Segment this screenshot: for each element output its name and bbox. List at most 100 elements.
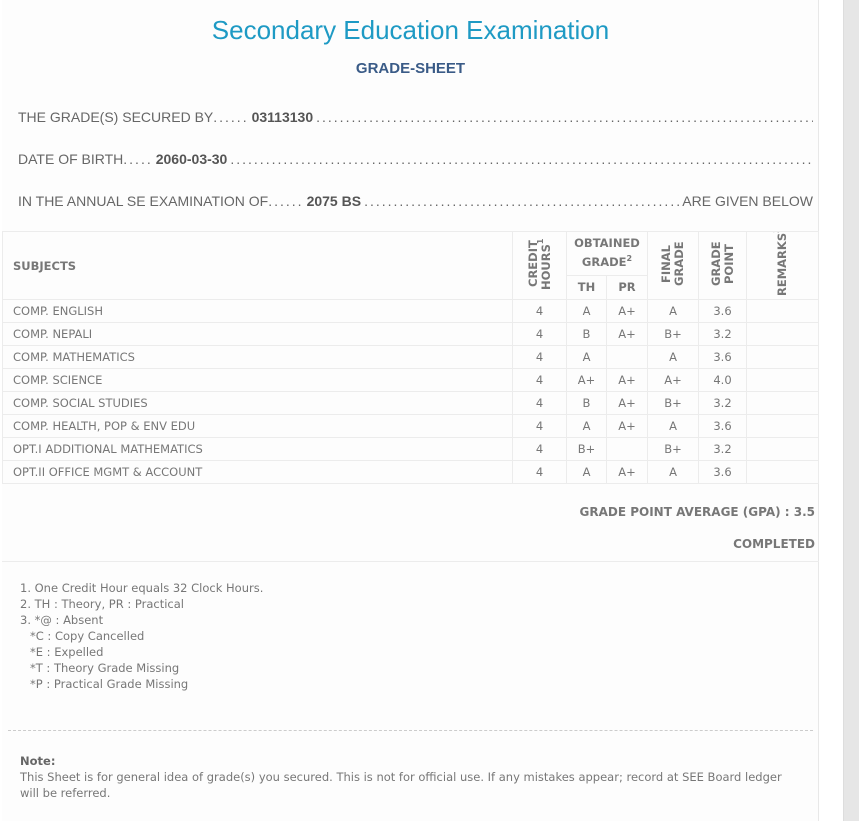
cell-remarks <box>746 345 819 369</box>
leader-dots: ........................................… <box>364 193 683 209</box>
header-final-grade: FINAL GRADE <box>647 231 700 300</box>
footnotes: 1. One Credit Hour equals 32 Clock Hours… <box>2 580 819 692</box>
cell-remarks <box>746 322 819 346</box>
gpa: GRADE POINT AVERAGE (GPA) : 3.5 <box>579 505 816 519</box>
dob-label: DATE OF BIRTH <box>18 151 124 167</box>
table-row: COMP. MATHEMATICS 4 A A 3.6 <box>2 345 819 369</box>
cell-th: A <box>566 414 607 438</box>
footnote: 3. *@ : Absent <box>20 613 104 627</box>
cell-gp: 3.2 <box>698 391 748 415</box>
cell-subject: COMP. NEPALI <box>2 322 513 346</box>
cell-pr: A+ <box>605 322 649 346</box>
cell-final: A <box>647 414 700 438</box>
cell-th: A <box>566 460 607 484</box>
cell-pr: A+ <box>605 391 649 415</box>
grades-table: SUBJECTS CREDIT HOURS1 OBTAINED GRADE2 F… <box>2 231 819 484</box>
note: Note: This Sheet is for general idea of … <box>2 753 802 801</box>
exam-label: IN THE ANNUAL SE EXAMINATION OF <box>18 193 269 209</box>
cell-subject: COMP. ENGLISH <box>2 299 513 323</box>
page-title: Secondary Education Examination <box>211 15 610 45</box>
cell-final: B+ <box>647 437 700 461</box>
cell-gp: 3.2 <box>698 437 748 461</box>
table-row: OPT.II OFFICE MGMT & ACCOUNT 4 A A+ A 3.6 <box>2 460 819 484</box>
cell-credit: 4 <box>512 460 567 484</box>
cell-th: A <box>566 299 607 323</box>
cell-final: A+ <box>647 368 700 392</box>
header-grade-point: GRADE POINT <box>698 231 748 300</box>
leader-dots: ...... <box>268 193 304 209</box>
results-section: SUBJECTS CREDIT HOURS1 OBTAINED GRADE2 F… <box>2 231 819 801</box>
cell-th: A+ <box>566 368 607 392</box>
header-credit-hours: CREDIT HOURS1 <box>512 231 567 300</box>
header-subjects: SUBJECTS <box>2 231 513 300</box>
footnote-code: *C : Copy Cancelled <box>30 629 145 643</box>
divider <box>2 561 819 562</box>
cell-pr <box>605 437 649 461</box>
page-subtitle: GRADE-SHEET <box>355 60 466 77</box>
cell-credit: 4 <box>512 414 567 438</box>
cell-credit: 4 <box>512 437 567 461</box>
cell-credit: 4 <box>512 345 567 369</box>
secured-by-label: THE GRADE(S) SECURED BY <box>18 109 214 125</box>
header-obtained-grade: OBTAINED GRADE2 <box>565 231 649 276</box>
leader-dots: ...... <box>213 109 249 125</box>
cell-final: B+ <box>647 391 700 415</box>
cell-final: A <box>647 460 700 484</box>
cell-remarks <box>746 460 819 484</box>
cell-subject: OPT.II OFFICE MGMT & ACCOUNT <box>2 460 513 484</box>
exam-suffix: ARE GIVEN BELOW <box>682 193 813 209</box>
note-label: Note: <box>20 754 56 768</box>
cell-subject: COMP. MATHEMATICS <box>2 345 513 369</box>
cell-th: B <box>566 322 607 346</box>
cell-remarks <box>746 368 819 392</box>
result-status: COMPLETED <box>733 537 815 551</box>
cell-credit: 4 <box>512 299 567 323</box>
cell-th: A <box>566 345 607 369</box>
exam-line: IN THE ANNUAL SE EXAMINATION OF ...... 20… <box>18 193 813 209</box>
symbol-number: 03113130 <box>251 109 314 125</box>
table-row: COMP. SCIENCE 4 A+ A+ A+ 4.0 <box>2 368 819 392</box>
header-pr: PR <box>605 274 649 301</box>
cell-gp: 3.6 <box>698 414 748 438</box>
cell-final: A <box>647 345 700 369</box>
footnote: 1. One Credit Hour equals 32 Clock Hours… <box>20 581 264 595</box>
cell-subject: COMP. SCIENCE <box>2 368 513 392</box>
footnote-code: *P : Practical Grade Missing <box>30 677 189 691</box>
cell-gp: 3.6 <box>698 460 748 484</box>
cell-subject: COMP. HEALTH, POP & ENV EDU <box>2 414 513 438</box>
cell-gp: 3.2 <box>698 322 748 346</box>
cell-gp: 4.0 <box>698 368 748 392</box>
dob-value: 2060-03-30 <box>155 151 228 167</box>
footnote-code: *E : Expelled <box>30 645 104 659</box>
note-text: This Sheet is for general idea of grade(… <box>20 770 782 800</box>
leader-dots: ........................................… <box>230 151 813 167</box>
cell-gp: 3.6 <box>698 299 748 323</box>
cell-remarks <box>746 414 819 438</box>
cell-subject: COMP. SOCIAL STUDIES <box>2 391 513 415</box>
dob-line: DATE OF BIRTH ..... 2060-03-30...........… <box>18 151 813 167</box>
leader-dots: ..... <box>123 151 153 167</box>
table-row: COMP. ENGLISH 4 A A+ A 3.6 <box>2 299 819 323</box>
cell-pr: A+ <box>605 368 649 392</box>
cell-final: B+ <box>647 322 700 346</box>
cell-pr <box>605 345 649 369</box>
cell-final: A <box>647 299 700 323</box>
table-row: COMP. SOCIAL STUDIES 4 B A+ B+ 3.2 <box>2 391 819 415</box>
cell-credit: 4 <box>512 391 567 415</box>
cell-gp: 3.6 <box>698 345 748 369</box>
scrollbar[interactable] <box>843 0 859 821</box>
table-row: OPT.I ADDITIONAL MATHEMATICS 4 B+ B+ 3.2 <box>2 437 819 461</box>
cell-pr: A+ <box>605 460 649 484</box>
cell-pr: A+ <box>605 414 649 438</box>
leader-dots: ........................................… <box>316 109 813 125</box>
footnote-code: *T : Theory Grade Missing <box>30 661 180 675</box>
cell-credit: 4 <box>512 322 567 346</box>
header-remarks: REMARKS3 <box>746 231 819 300</box>
table-row: COMP. NEPALI 4 B A+ B+ 3.2 <box>2 322 819 346</box>
dashed-divider <box>8 730 813 731</box>
cell-remarks <box>746 299 819 323</box>
footnote: 2. TH : Theory, PR : Practical <box>20 597 184 611</box>
secured-by-line: THE GRADE(S) SECURED BY ...... 03113130..… <box>18 109 813 125</box>
header-th: TH <box>566 274 607 301</box>
cell-subject: OPT.I ADDITIONAL MATHEMATICS <box>2 437 513 461</box>
